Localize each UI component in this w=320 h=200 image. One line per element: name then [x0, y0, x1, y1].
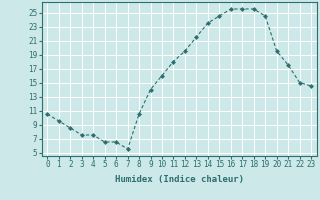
- X-axis label: Humidex (Indice chaleur): Humidex (Indice chaleur): [115, 175, 244, 184]
